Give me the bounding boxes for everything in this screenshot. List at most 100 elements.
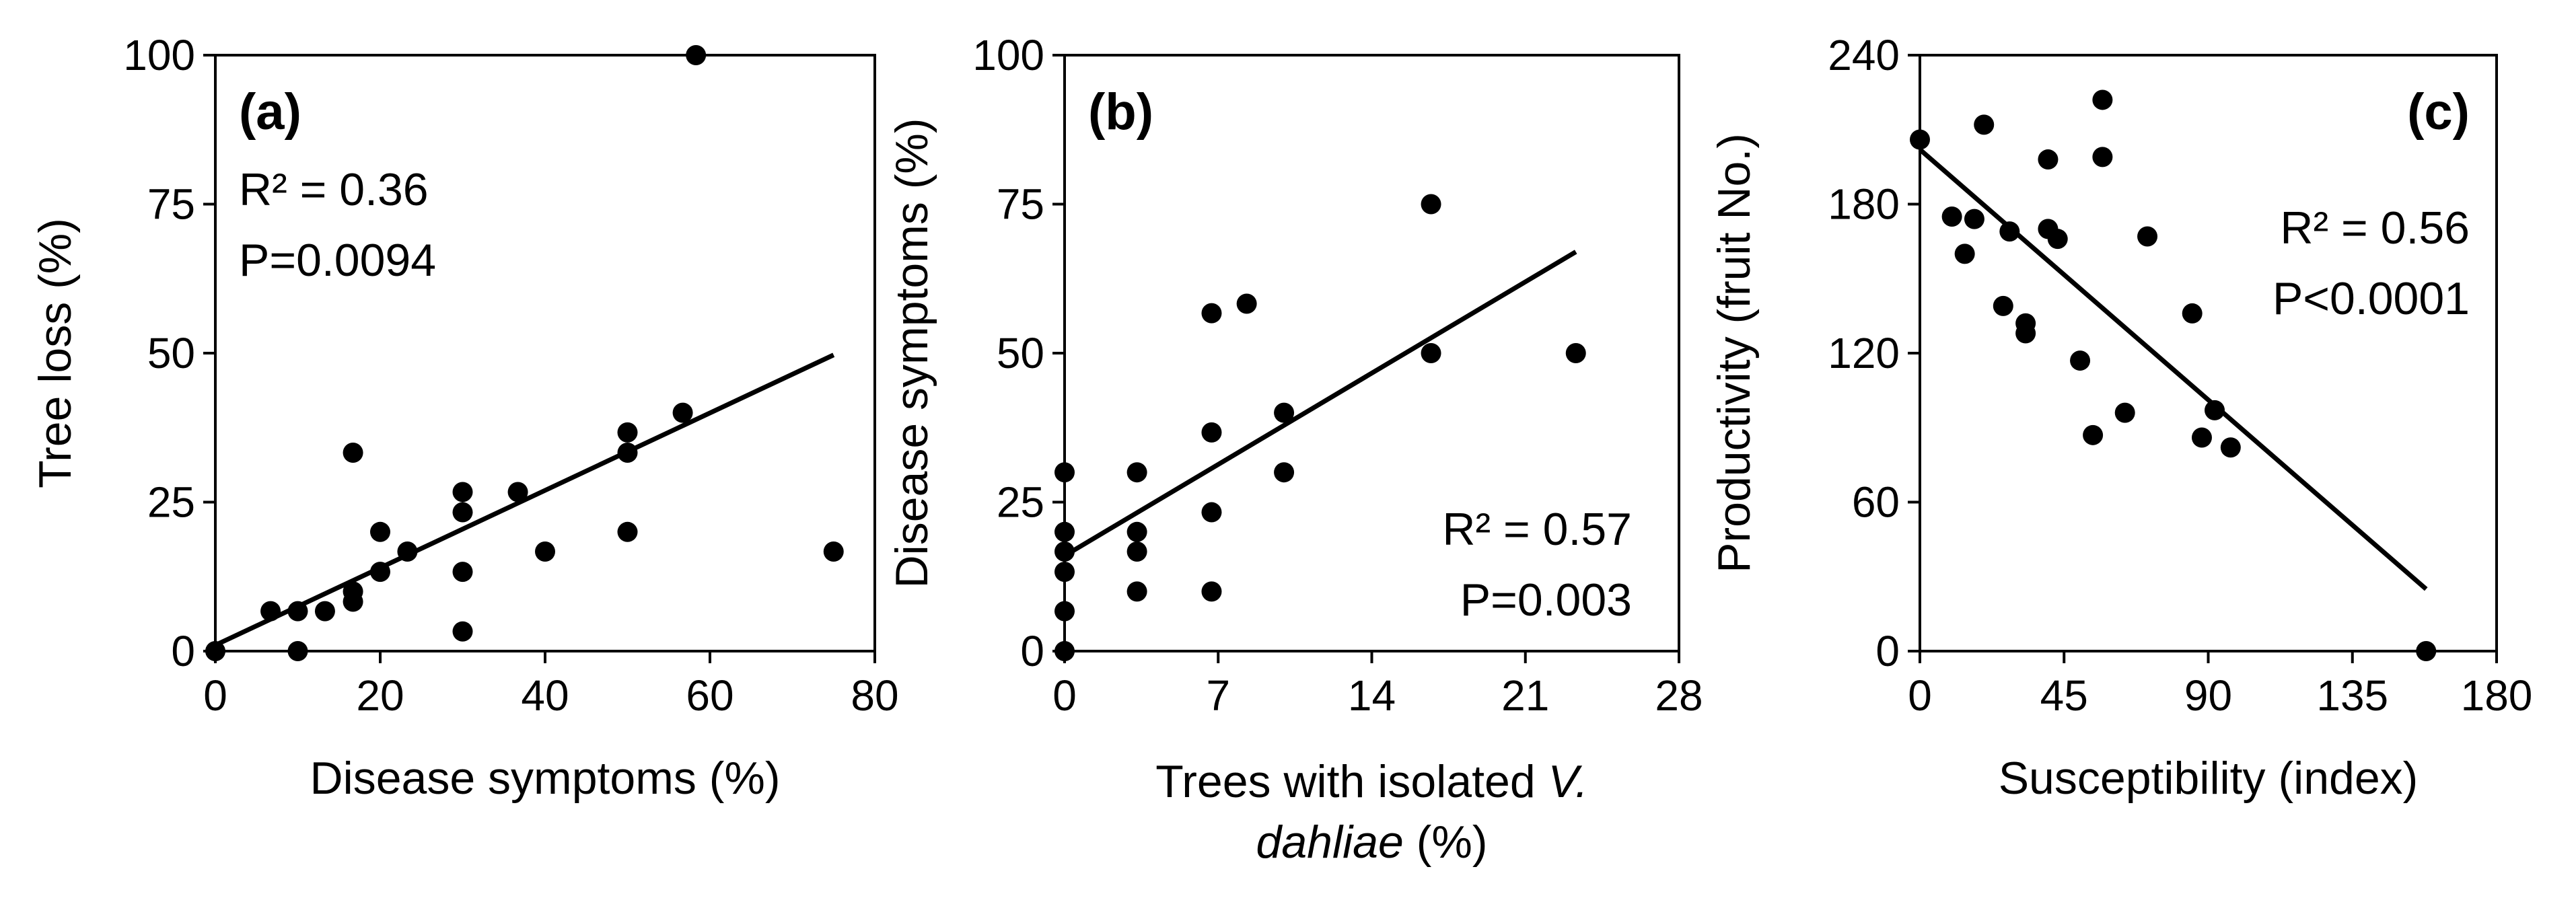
panel-c-y-tick-label: 60 xyxy=(1852,478,1900,527)
panel-b-x-axis-label: Trees with isolated V. xyxy=(1155,756,1587,807)
panel-a-data-point xyxy=(343,442,363,463)
panel-a-data-point xyxy=(314,601,335,622)
panel-a-r-squared: R² = 0.36 xyxy=(239,164,429,215)
panel-a-data-point xyxy=(397,541,418,562)
panel-c-y-tick-label: 180 xyxy=(1828,180,1900,229)
panel-c-data-point xyxy=(2137,226,2158,247)
panel-b-y-tick-label: 100 xyxy=(972,31,1044,79)
panel-a-data-point xyxy=(370,562,390,583)
panel-b-data-point xyxy=(1201,303,1222,324)
panel-a: 0 25 50 75 100 0 20 40 60 80 (a) R² = 0.36 P=0.00… xyxy=(30,31,899,804)
panel-b-p-value: P=0.003 xyxy=(1460,574,1632,626)
panel-c-data-point xyxy=(1941,206,1962,227)
panel-c-y-axis-label: Productivity (fruit No.) xyxy=(1709,133,1760,573)
panel-b-letter: (b) xyxy=(1088,83,1153,141)
panel-b-data-point xyxy=(1201,502,1222,523)
panel-a-trendline xyxy=(214,352,835,648)
panel-a-y-tick-label: 75 xyxy=(147,180,195,229)
panel-b-data-point xyxy=(1274,462,1295,483)
panel-c-points xyxy=(1910,89,2437,661)
panel-c-data-point xyxy=(2083,424,2104,445)
panel-c-data-point xyxy=(1964,209,1984,229)
panel-c-data-point xyxy=(2114,402,2135,423)
panel-a-data-point xyxy=(343,591,363,612)
panel-c-x-tick-label: 135 xyxy=(2316,671,2388,720)
panel-a-y-tick-label: 0 xyxy=(171,627,195,675)
panel-a-x-axis-label: Disease symptoms (%) xyxy=(310,753,780,804)
panel-b-data-point xyxy=(1421,194,1441,215)
panel-b-y-tick-label: 0 xyxy=(1020,627,1044,675)
panel-c-y-tick-label: 240 xyxy=(1828,31,1900,79)
panel-b-data-point xyxy=(1126,581,1147,602)
panel-c-data-point xyxy=(1974,114,1995,135)
panel-c-trendline-group xyxy=(1918,147,2428,591)
panel-b-data-point xyxy=(1274,402,1295,423)
panel-a-y-tick-label: 50 xyxy=(147,329,195,377)
panel-a-data-point xyxy=(452,482,473,502)
panel-a-data-point xyxy=(672,402,693,423)
panel-a-data-point xyxy=(287,601,308,622)
panel-c-data-point xyxy=(2205,400,2225,420)
panel-b-x-axis-label-species: dahliae xyxy=(1256,817,1404,868)
panel-c-x-tick-label: 0 xyxy=(1908,671,1932,720)
panel-b-data-point xyxy=(1565,343,1586,363)
panel-a-y-tick-label: 100 xyxy=(123,31,195,79)
panel-c-ticks: 0 60 120 180 240 0 45 90 135 180 xyxy=(1828,31,2532,720)
panel-b-y-axis-label: Disease symptoms (%) xyxy=(886,118,937,588)
panel-b-x-tick-label: 14 xyxy=(1348,671,1396,720)
panel-b-x-axis-label-genus: V. xyxy=(1548,756,1588,807)
panel-c-data-point xyxy=(2092,89,2113,110)
panel-c-letter: (c) xyxy=(2407,83,2470,141)
panel-b-y-tick-label: 75 xyxy=(997,180,1044,229)
panel-c-data-point xyxy=(2182,303,2203,324)
panel-c-x-tick-label: 90 xyxy=(2184,671,2232,720)
panel-b-data-point xyxy=(1201,581,1222,602)
panel-c-data-point xyxy=(1954,243,1975,264)
panel-b-data-point xyxy=(1236,293,1257,314)
panel-a-ticks: 0 25 50 75 100 0 20 40 60 80 xyxy=(123,31,898,720)
panel-a-data-point xyxy=(507,482,528,502)
panel-a-y-axis-label: Tree loss (%) xyxy=(30,218,81,488)
panel-a-x-tick-label: 0 xyxy=(203,671,227,720)
panel-b-x-axis-label-text: Trees with isolated xyxy=(1155,756,1548,807)
panel-c-data-point xyxy=(2092,147,2113,167)
panel-b: 0 25 50 75 100 0 7 14 21 28 (b) R² = 0.57 P=0.003… xyxy=(886,31,1703,868)
panel-a-data-point xyxy=(617,521,638,542)
panel-c-x-tick-label: 45 xyxy=(2040,671,2088,720)
panel-b-trendline-group xyxy=(1063,250,1577,558)
panel-b-points xyxy=(1054,194,1586,661)
panel-c-data-point xyxy=(1999,221,2020,242)
panel-c-p-value: P<0.0001 xyxy=(2273,273,2470,324)
panel-a-x-tick-label: 40 xyxy=(521,671,569,720)
panel-a-x-tick-label: 20 xyxy=(356,671,404,720)
panel-c-x-tick-label: 180 xyxy=(2461,671,2533,720)
panel-c-y-tick-label: 120 xyxy=(1828,329,1900,377)
panel-b-data-point xyxy=(1201,422,1222,443)
panel-a-plot-frame xyxy=(214,54,876,652)
panel-c-plot-frame xyxy=(1919,54,2498,652)
panel-c-data-point xyxy=(2220,437,2241,458)
panel-c-data-point xyxy=(2070,350,2091,371)
panel-a-x-tick-label: 60 xyxy=(686,671,734,720)
panel-a-points xyxy=(205,45,844,661)
panel-b-data-point xyxy=(1421,343,1441,363)
panel-c-x-axis-label: Susceptibility (index) xyxy=(1999,753,2419,804)
panel-b-y-tick-label: 50 xyxy=(997,329,1044,377)
panel-c-r-squared: R² = 0.56 xyxy=(2280,202,2470,254)
panel-a-data-point xyxy=(370,521,390,542)
panel-c-y-tick-label: 0 xyxy=(1875,627,1900,675)
panel-a-data-point xyxy=(452,562,473,583)
panel-b-trendline xyxy=(1063,250,1577,558)
panel-b-x-tick-label: 28 xyxy=(1655,671,1703,720)
panel-b-data-point xyxy=(1126,541,1147,562)
panel-b-x-tick-label: 7 xyxy=(1206,671,1230,720)
panel-b-x-axis-label-unit: (%) xyxy=(1404,817,1488,868)
panel-b-plot-frame xyxy=(1063,54,1680,652)
panel-a-letter: (a) xyxy=(239,83,301,141)
panel-a-p-value: P=0.0094 xyxy=(239,235,436,286)
panel-c: 0 60 120 180 240 0 45 90 135 180 (c) R² = 0.56 P<… xyxy=(1709,31,2532,804)
panel-a-data-point xyxy=(535,541,555,562)
panel-b-y-tick-label: 25 xyxy=(997,478,1044,527)
panel-b-x-tick-label: 0 xyxy=(1052,671,1077,720)
